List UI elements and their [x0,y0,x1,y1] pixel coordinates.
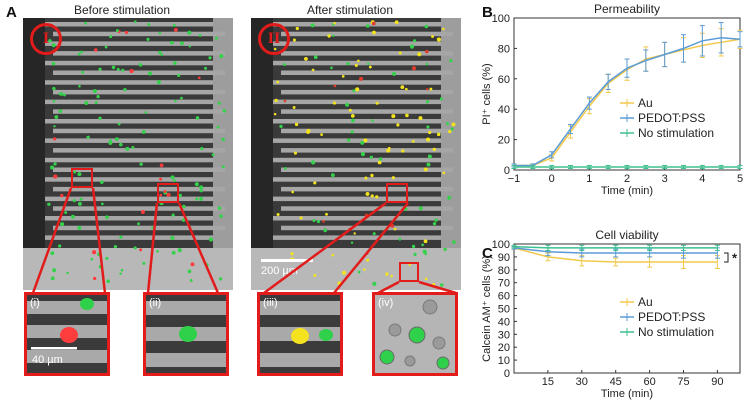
chart-title: Permeability [594,2,660,16]
x-tick-label: 4 [699,173,705,185]
significance-bracket [724,252,729,263]
x-tick-label: 75 [677,376,689,388]
y-tick-label: 50 [498,304,510,316]
zoom-label-ii: (ii) [149,297,162,309]
y-axis-label: Calcein AM⁺ cells (%) [481,255,493,362]
series-line [513,247,718,254]
y-tick-label: 0 [504,165,510,177]
x-tick-label: 3 [662,173,668,185]
x-tick-label: 5 [737,173,743,185]
series-pedot-pss [511,22,743,168]
y-tick-label: 40 [498,104,510,116]
micrograph-after: II 200 µm [251,18,461,290]
x-axis-label: Time (min) [601,388,653,400]
after-stimulation-title: After stimulation [306,3,394,17]
y-tick-label: 100 [492,239,510,251]
electrode-fingers [273,22,453,240]
zoom-inset-iii: (iii) [257,292,343,376]
y-tick-label: 30 [498,329,510,341]
scale-bar-zoom-label: 40 µm [32,354,63,366]
cell-dots [273,20,456,287]
series-line [514,37,741,167]
series-line [513,245,718,249]
y-tick-label: 10 [498,355,510,367]
significance-star: * [732,251,738,266]
micrograph-after-image [251,18,461,290]
y-tick-label: 100 [492,13,510,25]
electrode-bus-left [251,18,273,248]
electrode-fingers [45,22,225,240]
x-tick-label: 2 [624,173,630,185]
legend-entry: PEDOT:PSS [638,111,705,125]
zoom-label-iii: (iii) [263,297,278,309]
chart-title: Cell viability [595,228,658,242]
zoom-inset-ii: (ii) [143,292,229,376]
y-tick-label: 20 [498,342,510,354]
series-line [513,247,718,263]
legend-entry: No stimulation [638,126,714,140]
panel-b-label: B [482,4,493,21]
series-no-stimulation [511,244,720,251]
roman-label-after: II [258,23,290,55]
y-tick-label: 0 [504,368,510,380]
x-tick-label: 15 [542,376,554,388]
roi-box-iv [399,262,419,282]
legend-entry: No stimulation [638,325,714,339]
zoom-label-iv: (iv) [378,297,394,309]
y-tick-label: 80 [498,43,510,55]
before-stimulation-title: Before stimulation [73,3,171,17]
plot-frame [513,243,741,374]
zoom-connector-lines [31,187,457,295]
y-tick-label: 80 [498,265,510,277]
roi-box-ii [157,183,179,203]
y-axis-label: PI⁺ cells (%) [481,63,493,124]
zoom-label-i: (i) [30,297,40,309]
micrograph-before-image [23,18,233,290]
y-tick-label: 60 [498,74,510,86]
legend-entry: Au [638,295,653,309]
y-tick-label: 20 [498,135,510,147]
y-tick-label: 90 [498,252,510,264]
micrograph-before: I [23,18,233,290]
series-au [511,28,743,168]
series-no-stimulation [511,164,743,169]
x-tick-label: 30 [576,376,588,388]
legend-entry: PEDOT:PSS [638,310,705,324]
x-tick-label: 1 [586,173,592,185]
x-tick-label: 90 [711,376,723,388]
roman-label-before: I [30,23,62,55]
roi-box-iii [386,183,408,203]
scale-bar-main [261,259,313,262]
legend-entry: Au [638,96,653,110]
x-axis-label: Time (min) [601,185,653,197]
zoom-inset-iv: (iv) [372,292,458,376]
zoom-inset-i: (i) 40 µm [24,292,110,376]
y-tick-label: 70 [498,278,510,290]
y-tick-label: 60 [498,291,510,303]
substrate-region [23,248,233,290]
x-tick-label: −1 [508,173,521,185]
panel-a-label: A [6,4,17,21]
panel-c-label: C [482,245,493,262]
electrode-bus-left [23,18,45,248]
roi-box-i [71,168,93,188]
x-tick-label: 45 [610,376,622,388]
x-tick-label: 0 [549,173,555,185]
x-tick-label: 60 [643,376,655,388]
y-tick-label: 40 [498,316,510,328]
